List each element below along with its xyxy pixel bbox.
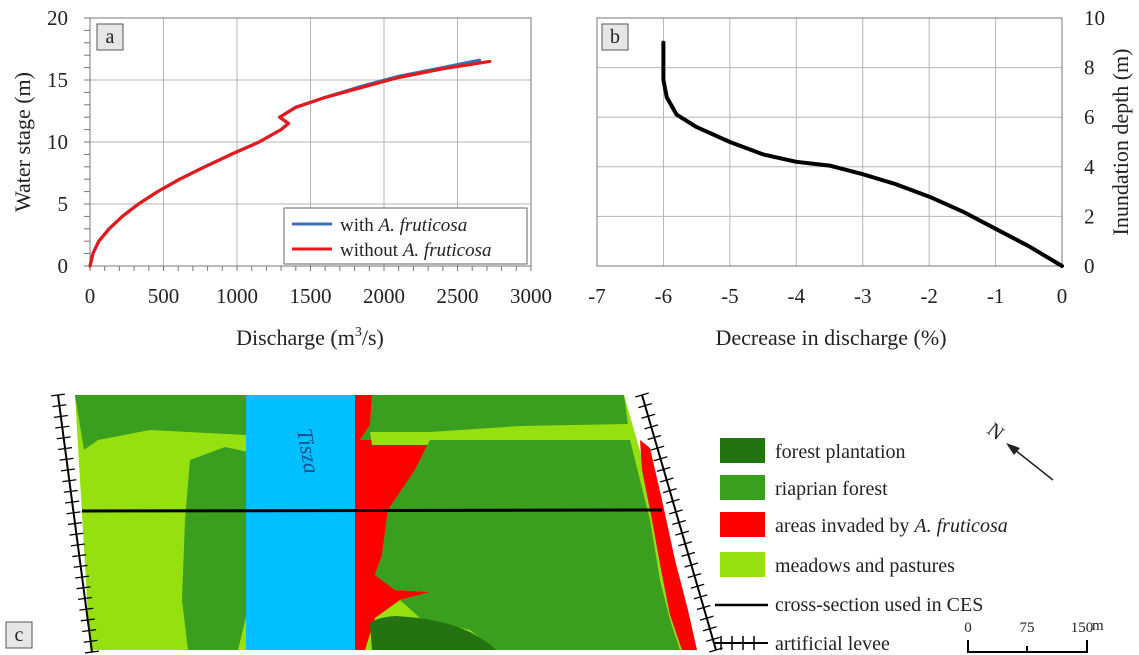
panel-a-minor-ticks: [84, 17, 532, 271]
map-artificial-levee-left: [50, 393, 100, 654]
series-line-a-1: [88, 59, 492, 268]
y-tick-label: 4: [1084, 155, 1095, 179]
x-tick-label: 2000: [363, 284, 405, 308]
x-tick-label: 1500: [290, 284, 332, 308]
map-forest-plantation: [370, 616, 496, 650]
panel-b-x-axis-label: Decrease in discharge (%): [715, 325, 946, 350]
x-tick-label: -4: [788, 284, 806, 308]
y-tick-label: 2: [1084, 204, 1095, 228]
map-riparian-forest-left-top: [75, 395, 246, 450]
panel-c-land-cover-map: Tisza c: [5, 392, 723, 654]
legend-label-without: without A. fruticosa: [340, 240, 491, 261]
y-tick-label: 10: [1084, 6, 1105, 30]
panel-a-legend: with A. fruticosa without A. fruticosa: [283, 207, 528, 265]
north-arrow: N: [983, 419, 1054, 481]
x-tick-label: -6: [655, 284, 673, 308]
map-legend: forest plantation riaprian forest areas …: [715, 438, 1008, 655]
y-tick-label: 5: [58, 192, 69, 216]
north-arrow-head-icon: [1006, 443, 1020, 455]
x-tick-label: 2500: [437, 284, 479, 308]
panel-a-x-tick-labels: 0 500 1000 1500 2000 2500 3000: [85, 284, 552, 308]
legend-label-forest-plantation: forest plantation: [775, 441, 906, 463]
map-riparian-forest-right-top: [360, 395, 628, 440]
map-riparian-forest-left-strip: [182, 447, 250, 650]
north-arrow-icon: [1009, 445, 1054, 481]
panel-a-y-axis-label: Water stage (m): [10, 72, 35, 212]
map-riparian-forest-right: [375, 440, 680, 650]
x-tick-label: -1: [987, 284, 1005, 308]
scale-bar: 0 75 150 m: [964, 618, 1104, 653]
panel-a-legend-box: [283, 207, 528, 265]
panel-a-line-chart: 0 500 1000 1500 2000 2500 3000 0 5 10 15 20 Discha…: [10, 6, 552, 350]
y-tick-label: 20: [47, 6, 68, 30]
panel-b-frame: [596, 17, 1063, 267]
map-artificial-levee-right: [635, 392, 723, 653]
panel-a-series: [88, 58, 492, 268]
legend-label-meadows: meadows and pastures: [775, 555, 955, 577]
panel-b-y-axis-label: Inundation depth (m): [1108, 49, 1133, 236]
legend-label-invaded: areas invaded by A. fruticosa: [775, 515, 1008, 537]
y-tick-label: 15: [47, 68, 68, 92]
legend-swatch-meadows: [720, 552, 765, 577]
panel-a-y-tick-labels: 0 5 10 15 20: [47, 6, 68, 278]
panel-c-label-box: c: [5, 621, 33, 649]
x-tick-label: 0: [1057, 284, 1068, 308]
map-cross-section-line: [81, 508, 663, 513]
scale-tick-75: 75: [1020, 620, 1035, 636]
x-tick-label: 3000: [510, 284, 552, 308]
map-invaded-area-right-edge: [640, 440, 697, 650]
x-tick-label: 500: [148, 284, 180, 308]
legend-label-cross-section: cross-section used in CES: [775, 594, 983, 616]
panel-a-x-axis-label: Discharge (m3/s): [236, 325, 384, 350]
panel-b-series: [661, 40, 1064, 268]
scale-unit: m: [1092, 618, 1104, 634]
legend-swatch-levee: [715, 636, 768, 650]
y-tick-label: 0: [1084, 254, 1095, 278]
panel-a-label: a: [106, 26, 115, 48]
panel-b-label: b: [610, 26, 620, 48]
legend-label-levee: artificial levee: [775, 633, 890, 655]
x-tick-label: -3: [854, 284, 872, 308]
y-tick-label: 10: [47, 130, 68, 154]
map-meadow-band-right: [370, 424, 630, 445]
x-tick-label: 1000: [216, 284, 258, 308]
map-river-tisza: [246, 395, 355, 650]
legend-swatch-forest-plantation: [720, 438, 765, 463]
panel-b-x-tick-labels: -7 -6 -5 -4 -3 -2 -1 0: [588, 284, 1067, 308]
scale-tick-150: 150: [1071, 620, 1094, 636]
legend-label-with: with A. fruticosa: [340, 215, 467, 236]
y-tick-label: 6: [1084, 105, 1095, 129]
legend-swatch-invaded: [720, 512, 765, 537]
north-label: N: [983, 419, 1008, 445]
panel-a-label-box: a: [96, 23, 124, 51]
x-tick-label: -2: [920, 284, 938, 308]
x-tick-label: -7: [588, 284, 606, 308]
panel-b-line-chart: -7 -6 -5 -4 -3 -2 -1 0 0 2 4 6 8 10 Decrease in disc…: [588, 6, 1133, 350]
legend-label-riparian-forest: riaprian forest: [775, 478, 888, 500]
panel-b-label-box: b: [601, 23, 629, 51]
scale-tick-0: 0: [964, 620, 972, 636]
y-tick-label: 0: [58, 254, 69, 278]
x-tick-label: -5: [721, 284, 739, 308]
series-line-b-0: [661, 40, 1064, 268]
y-tick-label: 8: [1084, 56, 1095, 80]
map-invaded-area-riverbank: [355, 395, 430, 650]
x-tick-label: 0: [85, 284, 96, 308]
panel-b-y-tick-labels: 0 2 4 6 8 10: [1084, 6, 1105, 278]
legend-swatch-riparian-forest: [720, 475, 765, 500]
panel-c-label: c: [15, 624, 24, 646]
